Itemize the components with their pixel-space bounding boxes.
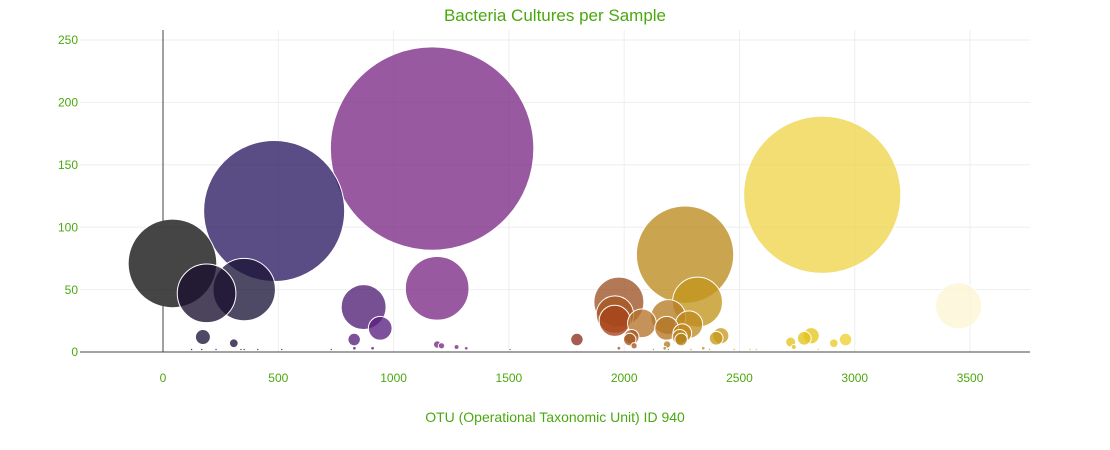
bubble-point[interactable] <box>790 344 797 351</box>
bubble-point[interactable] <box>214 347 218 352</box>
bubble-point[interactable] <box>347 332 361 347</box>
y-tick-label: 200 <box>58 96 78 110</box>
bubble-point[interactable] <box>463 345 469 351</box>
chart-title: Bacteria Cultures per Sample <box>444 6 666 25</box>
y-tick-label: 0 <box>71 345 78 359</box>
bubble-point[interactable] <box>838 332 853 347</box>
y-tick-label: 250 <box>58 33 78 47</box>
y-tick-label: 50 <box>65 283 79 297</box>
bubble-point[interactable] <box>689 347 693 352</box>
bubble-point[interactable] <box>743 115 902 274</box>
x-tick-label: 0 <box>160 371 167 385</box>
x-tick-label: 2500 <box>726 371 753 385</box>
bubble-point[interactable] <box>367 315 393 341</box>
bubble-point[interactable] <box>203 139 346 282</box>
bubble-point[interactable] <box>707 347 712 352</box>
bubble-point[interactable] <box>796 330 812 346</box>
bubble-point[interactable] <box>651 347 656 352</box>
bubble-point[interactable] <box>194 329 211 346</box>
bubble-point[interactable] <box>370 345 375 351</box>
bubble-series <box>127 46 983 352</box>
bubble-point[interactable] <box>329 347 334 352</box>
x-tick-label: 1000 <box>380 371 407 385</box>
bubble-point[interactable] <box>754 347 759 352</box>
bubble-point[interactable] <box>630 342 638 350</box>
axes: 0 500 1000 1500 2000 2500 3000 3500 0 50 100 150 200… <box>58 30 1030 385</box>
bubble-point[interactable] <box>280 347 284 352</box>
x-tick-label: 2000 <box>611 371 638 385</box>
bubble-point[interactable] <box>352 345 357 351</box>
bubble-point[interactable] <box>228 338 239 349</box>
bubble-point[interactable] <box>239 347 243 352</box>
bubble-point[interactable] <box>616 345 622 351</box>
bubble-point[interactable] <box>666 347 671 352</box>
bubble-point[interactable] <box>700 345 706 351</box>
bubble-point[interactable] <box>189 347 194 352</box>
bubble-point[interactable] <box>453 344 460 351</box>
bubble-point[interactable] <box>828 338 839 349</box>
bubble-point[interactable] <box>329 46 535 251</box>
bubble-point[interactable] <box>662 345 668 351</box>
bubble-point[interactable] <box>437 342 446 350</box>
bubble-point[interactable] <box>256 347 260 352</box>
x-axis-title: OTU (Operational Taxonomic Unit) ID 940 <box>425 409 685 425</box>
bubble-point[interactable] <box>508 347 512 352</box>
bubble-point[interactable] <box>570 332 584 347</box>
bubble-point[interactable] <box>242 347 246 352</box>
x-tick-label: 3000 <box>841 371 868 385</box>
bubble-point[interactable] <box>816 347 821 352</box>
bubble-point[interactable] <box>199 347 204 352</box>
bubble-point[interactable] <box>732 347 736 352</box>
y-tick-label: 100 <box>58 220 78 234</box>
x-tick-label: 500 <box>268 371 288 385</box>
y-tick-label: 150 <box>58 158 78 172</box>
bubble-point[interactable] <box>708 330 724 346</box>
bubble-point[interactable] <box>176 263 237 324</box>
bubble-point[interactable] <box>404 256 470 321</box>
bubble-point[interactable] <box>748 347 752 352</box>
bubble-point[interactable] <box>934 282 983 330</box>
bubble-point[interactable] <box>674 332 688 347</box>
x-tick-label: 1500 <box>496 371 523 385</box>
x-tick-label: 3500 <box>957 371 984 385</box>
